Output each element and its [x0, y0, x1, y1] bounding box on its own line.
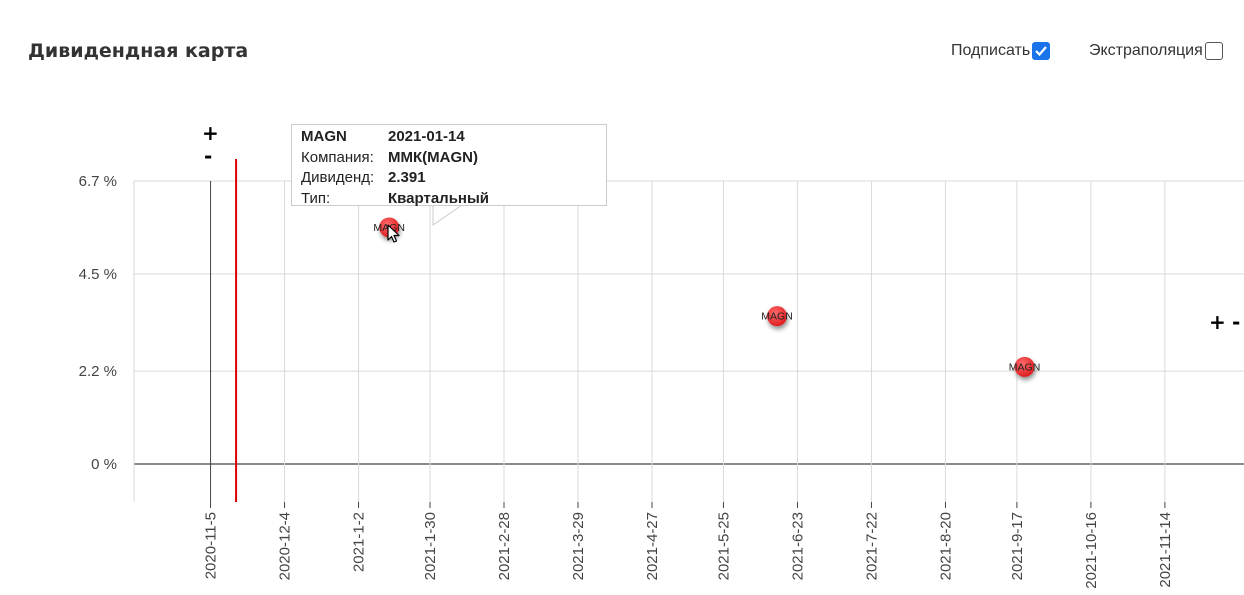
point-label: MAGN — [1009, 361, 1041, 373]
dividend-point[interactable] — [1014, 356, 1035, 377]
extrapolation-checkbox[interactable] — [1204, 42, 1223, 60]
x-tick-label: 2021-1-2 — [351, 512, 368, 572]
zoom-in-left-button[interactable]: + — [202, 121, 219, 145]
tooltip-date: 2021-01-14 — [388, 128, 465, 145]
x-tick-label: 2021-8-20 — [937, 512, 954, 580]
page-title: Дивидендная карта — [28, 40, 249, 62]
x-tick-label: 2021-4-27 — [644, 512, 661, 580]
x-tick-label: 2020-11-5 — [203, 512, 220, 579]
x-tick-label: 2021-3-29 — [570, 512, 587, 580]
x-tick-label: 2021-5-25 — [715, 512, 732, 580]
zoom-out-right-button[interactable]: - — [1232, 310, 1241, 334]
point-label: MAGN — [373, 222, 405, 234]
x-tick-label: 2021-6-23 — [789, 512, 806, 580]
tooltip-dividend-value: 2.391 — [388, 169, 426, 186]
x-tick-label: 2020-12-4 — [277, 512, 294, 580]
label-option-text: Подписать — [951, 42, 1031, 59]
x-tick-label: 2021-1-30 — [422, 512, 439, 580]
zoom-in-right-button[interactable]: + — [1209, 310, 1226, 334]
dividend-point[interactable] — [767, 306, 788, 327]
tooltip-type-label: Тип: — [301, 189, 331, 207]
x-tick-label: 2021-7-22 — [863, 512, 880, 580]
x-tick-label: 2021-9-17 — [1009, 512, 1026, 580]
label-checkbox[interactable] — [1032, 42, 1051, 60]
y-tick-label: 4.5 % — [79, 266, 117, 283]
y-tick-label: 6.7 % — [79, 173, 117, 190]
y-tick-label: 0 % — [91, 456, 117, 473]
label-option[interactable]: Подписать — [951, 42, 1051, 60]
x-tick-label: 2021-11-14 — [1157, 512, 1174, 588]
tooltip-ticker: MAGN — [301, 128, 347, 145]
zoom-out-left-button[interactable]: - — [204, 144, 213, 168]
x-tick-label: 2021-10-16 — [1083, 512, 1100, 589]
y-tick-label: 2.2 % — [79, 363, 117, 380]
tooltip-dividend-label: Дивиденд: — [301, 169, 375, 186]
tooltip-type-value: Квартальный — [388, 189, 490, 207]
extrapolation-option-text: Экстраполяция — [1089, 42, 1203, 59]
checkmark-icon — [1035, 46, 1048, 57]
point-label: MAGN — [761, 311, 793, 323]
x-tick-label: 2021-2-28 — [496, 512, 513, 580]
data-tooltip: MAGN 2021-01-14 Компания: ММК(MAGN) Диви… — [291, 124, 607, 207]
tooltip-company-value: ММК(MAGN) — [388, 148, 478, 166]
tooltip-company-label: Компания: — [301, 148, 374, 166]
extrapolation-option[interactable]: Экстраполяция — [1089, 42, 1223, 60]
